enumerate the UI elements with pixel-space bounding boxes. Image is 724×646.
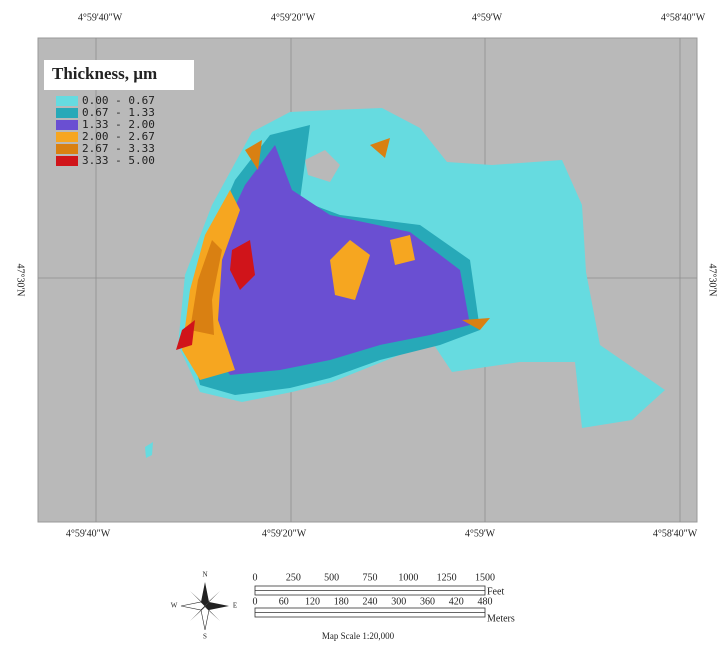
feet-tick-label: 250: [286, 572, 301, 583]
feet-tick-label: 1000: [398, 572, 418, 583]
meter-tick-label: 240: [363, 596, 378, 607]
compass-letter: E: [233, 602, 237, 610]
meter-tick-label: 420: [449, 596, 464, 607]
compass-letter: N: [202, 571, 207, 579]
map-figure: Thickness, µm 0.00 - 0.670.67 - 1.331.33…: [0, 0, 724, 646]
feet-unit: Feet: [487, 586, 504, 597]
right-latitude-label: 47°30'N: [707, 263, 718, 296]
meter-tick-label: 180: [334, 596, 349, 607]
feet-tick-label: 500: [324, 572, 339, 583]
compass-rose: [181, 582, 229, 630]
meter-tick-label: 60: [279, 596, 289, 607]
feet-tick-label: 1250: [437, 572, 457, 583]
legend-label: 3.33 - 5.00: [82, 154, 155, 167]
top-longitude-label: 4°59'40"W: [78, 12, 123, 23]
meter-tick-label: 360: [420, 596, 435, 607]
meter-tick-label: 480: [478, 596, 493, 607]
page: {"map": { "top_labels": ["4°59'40\"W", "…: [0, 0, 724, 646]
bottom-longitude-label: 4°58'40"W: [653, 528, 698, 539]
meter-tick-label: 300: [391, 596, 406, 607]
meter-tick-label: 120: [305, 596, 320, 607]
feet-tick-label: 750: [363, 572, 378, 583]
bottom-longitude-label: 4°59'W: [465, 528, 496, 539]
meter-unit: Meters: [487, 613, 515, 624]
legend-title: Thickness, µm: [52, 64, 157, 83]
bottom-longitude-label: 4°59'20"W: [262, 528, 307, 539]
scale-caption: Map Scale 1:20,000: [322, 631, 395, 641]
feet-tick-label: 0: [253, 572, 258, 583]
legend-swatch: [56, 156, 78, 166]
scale-labels: 0 250 500 750 1000 1250 1500 0 60 120 180 240 300 360…: [253, 572, 515, 641]
legend-swatch: [56, 96, 78, 106]
compass-letter: S: [203, 633, 207, 641]
compass-letter: W: [171, 602, 178, 610]
feet-tick-label: 1500: [475, 572, 495, 583]
legend-swatch: [56, 132, 78, 142]
legend-swatch: [56, 144, 78, 154]
left-latitude-label: 47°30'N: [15, 263, 26, 296]
top-longitude-label: 4°58'40"W: [661, 12, 706, 23]
legend-swatch: [56, 120, 78, 130]
bottom-longitude-label: 4°59'40"W: [66, 528, 111, 539]
legend-swatch: [56, 108, 78, 118]
top-longitude-label: 4°59'20"W: [271, 12, 316, 23]
meter-tick-label: 0: [253, 596, 258, 607]
top-longitude-label: 4°59'W: [472, 12, 503, 23]
